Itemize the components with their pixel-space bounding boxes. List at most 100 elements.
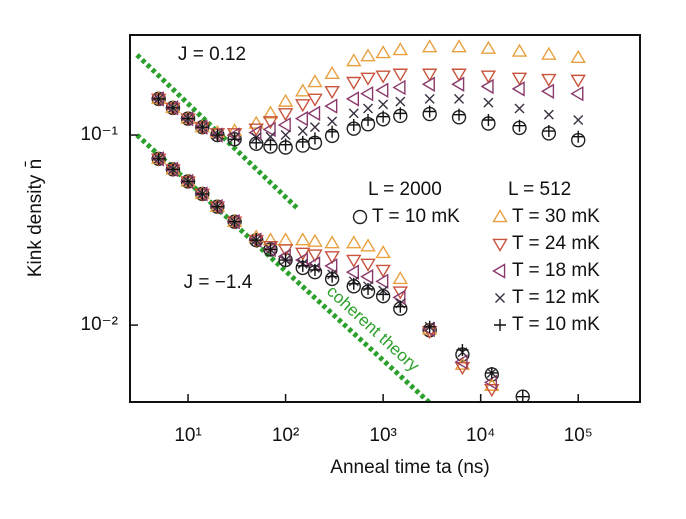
y-tick-label: 10⁻² [81,314,119,335]
marker-tri-left [262,121,276,138]
x-tick-label: 10¹ [174,425,201,446]
marker-tri-up [375,45,391,59]
marker-plus [211,129,224,142]
marker-tri-up [375,244,391,259]
marker-tri-down [324,251,340,265]
marker-tri-down [277,108,294,122]
marker-plus [362,282,375,295]
marker-x [395,96,406,107]
marker-tri-left [511,81,525,97]
marker-tri-left [277,117,291,133]
legend-title: L = 512 [508,179,571,200]
marker-tri-down [295,99,311,113]
marker-plus [423,105,436,118]
legend-label: T = 24 mK [512,233,600,254]
marker-tri-down [360,72,376,86]
legend-label: T = 12 mK [512,287,600,308]
marker-tri-up [295,232,311,246]
marker-tri-up [346,235,362,249]
marker-tri-down [324,85,340,100]
x-tick-label: 10² [272,425,299,446]
marker-plus [347,277,360,290]
marker-x [265,131,276,142]
marker-tri-up [570,49,586,64]
marker-tri-down [541,73,557,87]
marker-tri-left [480,78,494,95]
marker-tri-up [307,74,323,88]
marker-plus [228,133,241,146]
marker-plus [196,187,209,200]
marker-tri-left [324,258,338,274]
marker-x [309,122,320,133]
marker-tri-up [392,42,409,56]
marker-tri-up [451,39,467,53]
y-tick-label: 10⁻¹ [81,124,119,145]
legend-label: T = 18 mK [512,260,600,281]
marker-plus [347,118,360,131]
marker-plus [279,138,292,151]
marker-tri-up [295,83,311,97]
marker-plus [542,125,555,138]
marker-x [495,293,505,303]
marker-tri-down [511,72,528,86]
marker-plus [166,163,179,176]
marker-tri-up [541,46,557,60]
marker-plus [308,132,321,145]
marker-tri-down [570,74,586,88]
marker-plus [264,243,277,256]
x-tick-label: 10⁴ [466,425,495,446]
marker-tri-up [346,53,362,67]
marker-x [280,130,291,141]
marker-circle [278,252,293,268]
marker-x [297,126,308,137]
marker-plus [279,254,292,267]
marker-plus [572,130,585,143]
marker-plus [485,366,498,379]
marker-plus [377,110,390,123]
axes-frame [129,34,641,403]
marker-tri-up [421,39,438,53]
marker-tri-left [360,268,374,285]
marker-plus [482,113,495,126]
marker-x [483,97,494,108]
marker-x [543,109,554,120]
marker-tri-up [360,238,376,252]
marker-tri-down [421,68,438,82]
marker-tri-up [277,232,294,246]
marker-tri-up [392,271,409,285]
marker-plus [228,215,241,228]
marker-plus [196,121,209,134]
marker-plus [308,263,321,276]
marker-tri-left [392,289,406,306]
legend-title: L = 2000 [368,179,442,200]
marker-plus [362,113,375,126]
marker-tri-up [511,43,528,57]
marker-tri-up [324,235,340,249]
marker-tri-down [360,258,376,272]
marker-tri-left [375,82,389,98]
marker-x [378,99,389,110]
marker-plus [377,288,390,301]
marker-plus [513,119,526,132]
marker-plus [152,152,165,165]
marker-tri-down [346,76,362,90]
marker-plus [394,107,407,120]
marker-tri-left [294,110,309,127]
marker-x [348,108,359,119]
marker-tri-left [483,374,498,391]
marker-x [514,103,525,114]
marker-tri-up [277,93,294,107]
marker-plus [152,92,165,105]
marker-tri-up [480,40,497,54]
marker-plus [250,234,263,247]
marker-plus [516,390,529,402]
marker-tri-down [492,238,508,252]
marker-tri-up [307,233,323,247]
marker-tri-down [375,70,391,84]
marker-tri-down [307,249,323,263]
marker-x [424,93,435,104]
marker-x [454,93,465,104]
marker-plus [264,138,277,151]
marker-x [363,103,374,114]
